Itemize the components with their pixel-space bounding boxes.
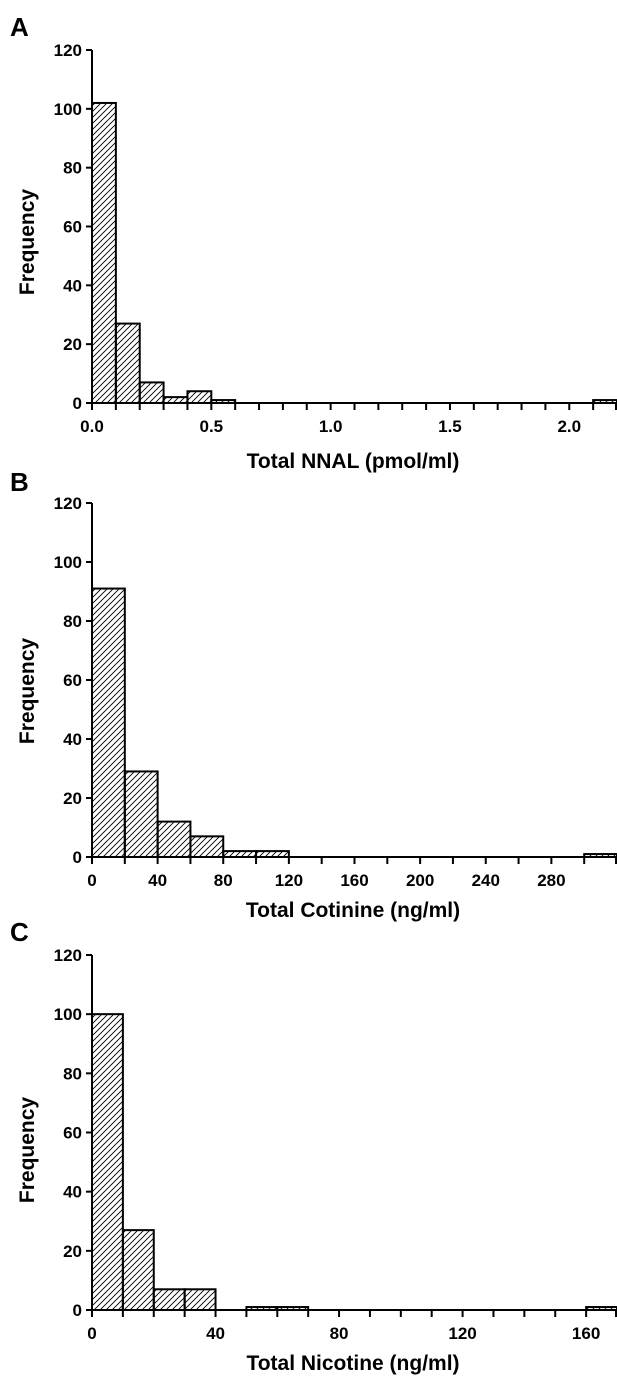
panel-b-x-tick-label: 40	[148, 871, 167, 890]
panel-a-x-tick-label: 0.0	[80, 417, 104, 436]
panel-a-x-tick-label: 0.5	[199, 417, 223, 436]
panel-b-y-tick-label: 80	[63, 612, 82, 631]
panel-b-xlabel: Total Cotinine (ng/ml)	[246, 899, 460, 922]
panel-b-x-tick-label: 120	[275, 871, 303, 890]
panel-c-plot: 0 20 40 60 80 100 120 0 40 80 120 160	[54, 946, 617, 1343]
panel-c-y-tick-label: 40	[63, 1183, 82, 1202]
panel-c-x-tick-label: 0	[87, 1324, 96, 1343]
panel-c-y-tick-label: 60	[63, 1124, 82, 1143]
panel-c-x-tick-label: 160	[572, 1324, 600, 1343]
panel-b: B Frequency 0 20 40 60 80 100 120 0 40 80 120 160 20…	[10, 467, 617, 922]
panel-c-y-tick-label: 100	[54, 1005, 82, 1024]
panel-c-xlabel: Total Nicotine (ng/ml)	[246, 1352, 459, 1375]
panel-a-ylabel: Frequency	[16, 189, 39, 296]
panel-b-bar-1	[123, 770, 159, 859]
panel-c-bar-3	[183, 1288, 217, 1311]
panel-b-x-tick-label: 160	[340, 871, 368, 890]
panel-a-plot: 0 20 40 60 80 100 120 0.0 0.5 1.0 1.5 2.0	[54, 41, 617, 436]
panel-b-y-tick-label: 40	[63, 730, 82, 749]
panel-a-xlabel: Total NNAL (pmol/ml)	[247, 450, 460, 473]
panel-a-y-tick-label: 20	[63, 335, 82, 354]
panel-b-x-tick-label: 240	[472, 871, 500, 890]
panel-b-y-tick-label: 120	[54, 494, 82, 513]
panel-c-bar-1	[121, 1229, 155, 1311]
panel-c-x-tick-label: 80	[330, 1324, 349, 1343]
panel-c-y-tick-label: 20	[63, 1242, 82, 1261]
panel-b-y-tick-label: 20	[63, 789, 82, 808]
panel-a-x-tick-label: 1.5	[438, 417, 462, 436]
panel-b-ylabel: Frequency	[16, 638, 39, 745]
panel-a-x-tick-label: 2.0	[557, 417, 581, 436]
panel-b-y-tick-label: 100	[54, 553, 82, 572]
panel-a-y-tick-label: 40	[63, 276, 82, 295]
panel-a-bar-0	[91, 101, 117, 404]
panel-b-x-tick-label: 0	[87, 871, 96, 890]
panel-c-bar-2	[152, 1288, 186, 1311]
panel-c-x-tick-label: 120	[448, 1324, 476, 1343]
panel-a-y-tick-label: 60	[63, 218, 82, 237]
panel-c: C Frequency 0 20 40 60 80 100 120 0 40 80 120 160 T…	[10, 917, 617, 1375]
panel-c-letter: C	[10, 917, 29, 947]
panel-a-x-tick-label: 1.0	[319, 417, 343, 436]
panel-b-x-tick-label: 200	[406, 871, 434, 890]
panel-c-ylabel: Frequency	[16, 1097, 39, 1204]
panel-a-y-tick-label: 0	[73, 394, 82, 413]
panel-a-letter: A	[10, 12, 29, 42]
panel-a-bar-1	[114, 322, 141, 405]
panel-b-y-tick-label: 0	[73, 848, 82, 867]
panel-b-bar-3	[189, 835, 225, 858]
panel-c-y-tick-label: 0	[73, 1301, 82, 1320]
panel-a-y-tick-label: 120	[54, 41, 82, 60]
panel-b-x-tick-label: 280	[537, 871, 565, 890]
panel-c-y-tick-label: 80	[63, 1064, 82, 1083]
panel-b-plot: 0 20 40 60 80 100 120 0 40 80 120 160 200 240 280	[54, 494, 617, 890]
panel-a-y-tick-label: 80	[63, 159, 82, 178]
panel-b-bar-0	[91, 587, 126, 858]
panel-c-x-tick-label: 40	[206, 1324, 225, 1343]
panel-c-y-tick-label: 120	[54, 946, 82, 965]
panel-a: A Frequency 0 20 40 60 80 100 120 0.0 0.5 1.0 1.5 2…	[10, 12, 617, 473]
panel-a-bar-4	[186, 390, 213, 405]
panel-b-letter: B	[10, 467, 29, 497]
panel-b-y-tick-label: 60	[63, 671, 82, 690]
panel-a-bar-2	[138, 381, 165, 404]
panel-b-x-tick-label: 80	[214, 871, 233, 890]
panel-a-y-tick-label: 100	[54, 100, 82, 119]
panel-b-bar-2	[156, 820, 192, 858]
panel-c-bar-0	[91, 1013, 124, 1312]
